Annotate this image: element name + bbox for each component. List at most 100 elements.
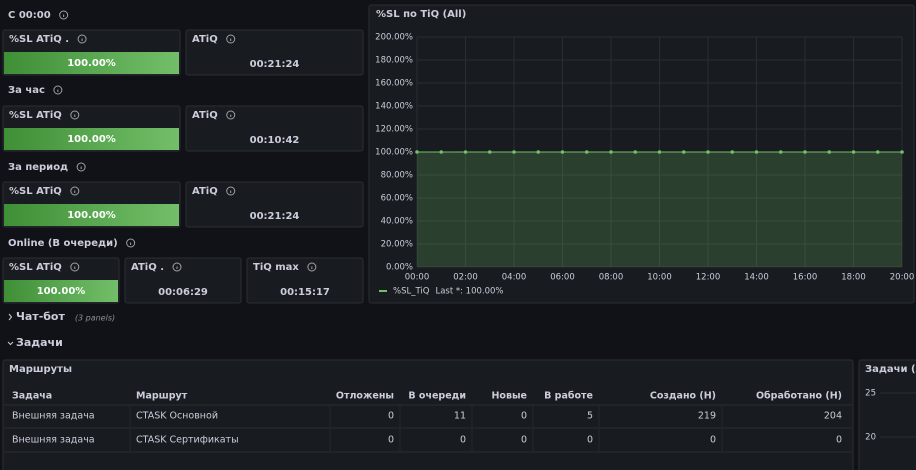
column-header[interactable]: Обработано (H) <box>756 391 842 402</box>
table-cell: 0 <box>388 435 394 446</box>
info-icon[interactable] <box>226 186 236 196</box>
point <box>463 150 468 154</box>
x-tick-label: 20:00 <box>890 273 915 283</box>
point <box>512 150 516 154</box>
column-header[interactable]: Отложены <box>336 391 394 402</box>
x-tick-label: 06:00 <box>550 273 575 283</box>
info-icon[interactable] <box>70 262 80 272</box>
info-icon[interactable] <box>226 34 236 44</box>
table-cell: 0 <box>388 411 394 422</box>
x-tick-label: 12:00 <box>696 273 721 283</box>
y-tick-label: 60.00% <box>381 194 413 204</box>
stat-value: 100.00% <box>67 210 116 221</box>
column-header[interactable]: Маршрут <box>136 391 188 402</box>
point <box>681 150 686 154</box>
x-tick-label: 04:00 <box>502 273 527 283</box>
point <box>439 150 444 154</box>
group-title: Online (В очереди) <box>8 238 118 249</box>
table-cell: Внешняя задача <box>12 411 95 422</box>
stat-gauge <box>4 128 179 150</box>
stat-title: %SL ATiQ <box>9 186 62 197</box>
y-tick-label: 180.00% <box>375 56 413 66</box>
point <box>536 150 541 154</box>
row-note: (3 panels) <box>75 314 115 323</box>
point <box>633 150 638 154</box>
stat-value: 100.00% <box>37 286 86 297</box>
stat-panel <box>185 181 364 228</box>
info-icon[interactable] <box>70 186 80 196</box>
point <box>706 150 710 154</box>
table-cell: 0 <box>836 435 842 446</box>
point <box>875 150 880 154</box>
stat-title: TiQ max <box>253 262 299 273</box>
stat-title: %SL ATiQ . <box>9 34 69 45</box>
point <box>487 150 492 154</box>
table-cell: 0 <box>521 435 527 446</box>
stat-title: ATiQ . <box>131 262 164 273</box>
stat-title: ATiQ <box>192 110 218 121</box>
info-icon[interactable] <box>172 262 182 272</box>
stat-value: 00:06:29 <box>158 287 208 298</box>
point <box>657 150 662 154</box>
info-icon[interactable] <box>53 85 63 95</box>
stat-gauge <box>4 280 118 302</box>
stat-value: 00:21:24 <box>250 59 300 70</box>
row-title[interactable]: Чат-бот <box>16 310 65 323</box>
column-header[interactable]: В очереди <box>408 391 466 402</box>
side-panel <box>858 359 916 470</box>
row-chevron[interactable] <box>8 313 13 321</box>
x-tick-label: 16:00 <box>793 273 818 283</box>
stat-gauge <box>4 52 179 74</box>
point <box>730 150 735 154</box>
y-tick-label: 25 <box>865 389 876 399</box>
y-tick-label: 200.00% <box>375 33 413 43</box>
table-cell: 0 <box>710 435 716 446</box>
info-icon[interactable] <box>307 262 317 272</box>
row-title[interactable]: Задачи <box>16 336 63 349</box>
area <box>417 152 902 267</box>
column-header[interactable]: Новые <box>491 391 527 402</box>
table-cell: CTASK Основной <box>136 411 218 422</box>
column-header[interactable]: Задача <box>12 391 52 402</box>
x-tick-label: 00:00 <box>405 273 430 283</box>
info-icon[interactable] <box>77 34 87 44</box>
side-title: Задачи (All) <box>865 364 916 375</box>
table-cell: 0 <box>521 411 527 422</box>
info-icon[interactable] <box>59 10 69 20</box>
y-tick-label: 40.00% <box>381 217 413 227</box>
y-tick-label: 20.00% <box>381 240 413 250</box>
column-header[interactable]: Создано (H) <box>650 391 716 402</box>
y-tick-label: 140.00% <box>375 102 413 112</box>
stat-title: %SL ATiQ <box>9 262 62 273</box>
stat-panel <box>185 105 364 152</box>
table-cell: 5 <box>587 411 593 422</box>
group-title: С 00:00 <box>8 10 51 21</box>
stat-panel <box>185 29 364 76</box>
column-header[interactable]: В работе <box>544 391 593 402</box>
point <box>778 150 783 154</box>
legend-label[interactable]: %SL_TiQ <box>393 287 430 297</box>
x-tick-label: 18:00 <box>841 273 866 283</box>
x-tick-label: 10:00 <box>647 273 672 283</box>
table-title: Маршруты <box>9 364 72 375</box>
info-icon[interactable] <box>126 238 136 248</box>
info-icon[interactable] <box>76 162 86 172</box>
stat-value: 100.00% <box>67 58 116 69</box>
table-cell: 11 <box>454 411 466 422</box>
y-tick-label: 80.00% <box>381 171 413 181</box>
stat-value: 100.00% <box>67 134 116 145</box>
stat-value: 00:15:17 <box>280 287 330 298</box>
point <box>609 150 613 154</box>
row-chevron[interactable] <box>7 341 14 346</box>
table-cell: Внешняя задача <box>12 435 95 446</box>
point <box>851 150 856 154</box>
info-icon[interactable] <box>226 110 236 120</box>
point <box>415 150 419 154</box>
y-tick-label: 20 <box>865 433 876 443</box>
y-tick-label: 120.00% <box>375 125 413 135</box>
group-title: За период <box>8 162 68 173</box>
info-icon[interactable] <box>70 110 80 120</box>
point <box>803 150 807 154</box>
